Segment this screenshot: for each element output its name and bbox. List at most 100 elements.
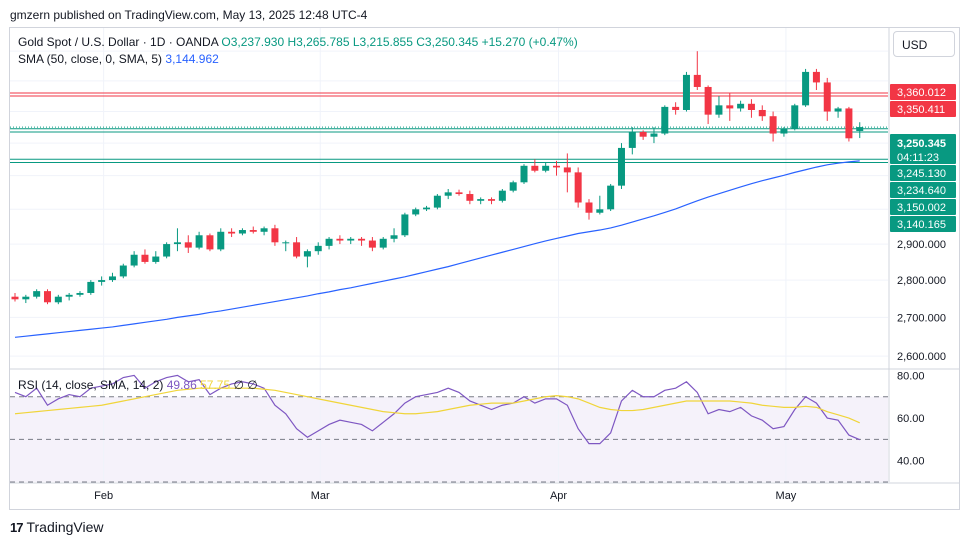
candle — [336, 235, 344, 245]
candle — [368, 237, 376, 252]
candle-body — [260, 228, 268, 232]
candle — [747, 99, 755, 118]
candle — [358, 237, 366, 246]
candle — [682, 71, 690, 112]
candle-body — [477, 199, 485, 201]
support-badge-text: 3,150.002 — [897, 202, 946, 214]
candle-body — [22, 296, 30, 300]
rsi-line — [14, 374, 860, 445]
candle-body — [531, 165, 539, 171]
candle — [856, 122, 864, 139]
candle — [704, 85, 712, 125]
candle-body — [704, 86, 712, 115]
rsi-ma-line — [14, 387, 860, 424]
candle-body — [130, 254, 138, 266]
rsi-label: RSI (14, close, SMA, 14, 2) — [18, 378, 164, 392]
candle-body — [661, 106, 669, 134]
chart-frame — [9, 27, 960, 510]
sma-label: SMA (50, close, 0, SMA, 5) — [18, 52, 163, 66]
candle-body — [87, 281, 95, 293]
candle-body — [617, 147, 625, 186]
tradingview-mark-icon: 17 — [10, 519, 24, 535]
support-badge-bg — [890, 199, 956, 215]
tradingview-wordmark: TradingView — [26, 519, 104, 535]
support-badge-bg — [890, 216, 956, 232]
candle — [217, 228, 225, 252]
candle — [325, 237, 333, 250]
resistance-badge: 3,360.012 — [890, 84, 956, 100]
candle-body — [423, 207, 431, 210]
candle — [509, 180, 517, 193]
candle-body — [466, 194, 474, 201]
resistance-badge: 3,350.411 — [890, 101, 956, 117]
rsi-legend: RSI (14, close, SMA, 14, 2) 49.86 57.75 … — [18, 378, 258, 392]
candle-body — [607, 185, 615, 210]
candle — [412, 207, 420, 217]
candle — [11, 292, 19, 302]
time-tick-label: May — [776, 490, 797, 502]
candle — [152, 251, 160, 264]
candle-body — [228, 231, 236, 234]
candle-body — [368, 240, 376, 248]
candle — [54, 294, 62, 305]
candle — [488, 197, 496, 205]
rsi-tick-label: 60.00 — [897, 413, 925, 425]
candle — [845, 106, 853, 142]
candle — [563, 153, 571, 193]
candle-body — [43, 291, 51, 303]
candle-body — [65, 294, 73, 297]
candle — [574, 167, 582, 208]
sma-50-line — [14, 160, 860, 338]
candle-body — [488, 199, 496, 201]
support-badge: 3,150.002 — [890, 199, 956, 215]
candle — [76, 291, 84, 297]
candle-body — [747, 103, 755, 110]
candle-body — [141, 254, 149, 262]
candle — [65, 292, 73, 301]
candle-body — [401, 214, 409, 236]
candle — [553, 160, 560, 176]
candle — [531, 159, 539, 173]
support-badge: 3,234.640 — [890, 182, 956, 198]
ohlc-values: O3,237.930 H3,265.785 L3,215.855 C3,250.… — [221, 35, 578, 49]
candle-body — [780, 128, 788, 134]
candle-body — [282, 242, 290, 244]
support-badge-text: 3,245.130 — [897, 168, 946, 180]
candle-body — [628, 131, 636, 148]
candle — [823, 77, 831, 121]
candle-body — [444, 192, 452, 196]
candle-body — [650, 133, 658, 137]
candle-body — [726, 105, 734, 109]
candle — [596, 195, 604, 215]
candle-body — [693, 74, 701, 87]
candle-body — [758, 109, 766, 117]
candle — [43, 289, 51, 305]
price-tick-label: 2,900.000 — [897, 239, 946, 251]
symbol-title: Gold Spot / U.S. Dollar · 1D · OANDA — [18, 35, 219, 49]
resistance-badge-bg — [890, 84, 956, 100]
candle-body — [812, 71, 820, 83]
last-price-badge-bg — [890, 134, 956, 164]
candle-body — [509, 182, 517, 191]
candle — [812, 68, 820, 91]
candle-body — [119, 265, 127, 277]
candle — [163, 242, 171, 259]
candle — [791, 103, 799, 131]
candle — [423, 205, 431, 212]
candle — [314, 242, 322, 255]
candle — [119, 263, 127, 279]
last-price-countdown: 04:11:23 — [897, 152, 939, 164]
sma-value: 3,144.962 — [165, 52, 219, 66]
candle — [108, 272, 116, 282]
time-tick-label: Apr — [550, 490, 567, 502]
candle-body — [314, 245, 322, 252]
price-tick-label: 2,800.000 — [897, 275, 946, 287]
price-tick-label: 2,700.000 — [897, 312, 946, 324]
candle-body — [769, 116, 777, 134]
rsi-tick-label: 40.00 — [897, 456, 925, 468]
candle-body — [11, 296, 19, 300]
candle-body — [834, 108, 842, 112]
candle — [271, 224, 279, 246]
currency-button[interactable]: USD — [893, 31, 955, 57]
